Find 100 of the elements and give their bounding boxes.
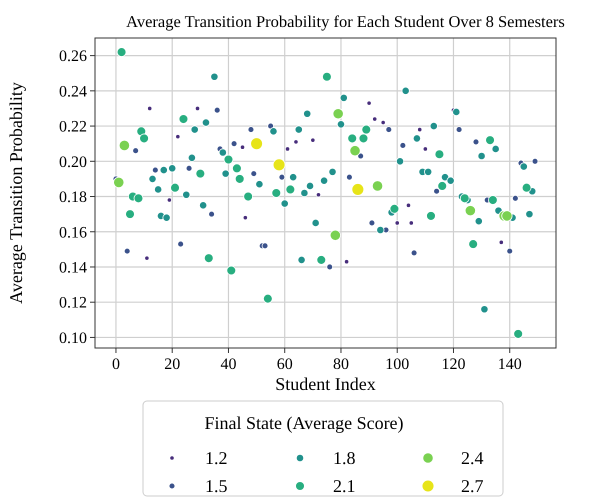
point <box>177 240 184 248</box>
point <box>513 329 524 339</box>
point <box>271 188 282 198</box>
point <box>452 108 460 116</box>
point <box>278 174 286 180</box>
point <box>289 173 298 182</box>
x-tick-label: 100 <box>385 356 410 373</box>
point <box>480 305 489 314</box>
point <box>410 250 418 256</box>
point <box>347 134 358 144</box>
point <box>139 134 149 144</box>
point <box>376 226 384 234</box>
point <box>255 180 264 188</box>
point <box>434 149 444 160</box>
point <box>326 264 334 270</box>
point <box>312 218 320 228</box>
point <box>116 47 126 57</box>
x-tick-label: 0 <box>112 356 120 373</box>
point <box>332 108 344 120</box>
point <box>294 125 303 134</box>
point <box>306 182 314 190</box>
point <box>202 118 210 127</box>
point <box>250 137 263 150</box>
point <box>199 201 208 210</box>
point <box>226 266 236 276</box>
point <box>430 122 438 130</box>
point <box>468 239 478 249</box>
point <box>208 210 215 218</box>
point <box>248 126 254 133</box>
point <box>285 184 296 194</box>
point <box>433 188 440 195</box>
x-axis-title: Student Index <box>275 374 376 394</box>
legend-title: Final State (Average Score) <box>204 413 404 433</box>
point <box>190 125 199 134</box>
point <box>113 176 124 188</box>
point <box>522 182 532 193</box>
point <box>512 194 519 202</box>
point <box>474 217 483 226</box>
point <box>118 140 130 152</box>
point <box>170 182 180 193</box>
point <box>478 152 486 160</box>
point <box>168 164 176 172</box>
point <box>154 185 162 194</box>
point <box>456 126 462 133</box>
point <box>330 230 341 241</box>
y-tick-label: 0.24 <box>59 83 87 100</box>
point <box>492 144 500 154</box>
point <box>162 214 171 222</box>
point <box>297 256 306 264</box>
point <box>195 168 206 178</box>
point <box>204 253 214 264</box>
point <box>182 190 190 199</box>
point <box>125 209 135 219</box>
point <box>280 199 289 208</box>
point <box>134 193 144 204</box>
point <box>368 220 376 226</box>
point <box>400 142 406 149</box>
point <box>234 174 245 184</box>
point <box>346 174 353 180</box>
point <box>316 255 326 265</box>
point <box>424 168 432 176</box>
y-tick-label: 0.10 <box>59 330 87 347</box>
x-tick-label: 60 <box>276 356 293 373</box>
point <box>488 195 498 205</box>
legend-label: 2.7 <box>461 476 484 496</box>
point <box>464 205 476 216</box>
point <box>340 94 348 102</box>
point <box>160 166 168 174</box>
point <box>222 170 230 178</box>
point <box>250 170 258 177</box>
point <box>372 180 384 192</box>
point <box>351 183 364 196</box>
y-tick-label: 0.14 <box>59 259 87 276</box>
point <box>328 168 337 176</box>
legend-label: 1.8 <box>333 448 356 468</box>
point <box>262 242 268 250</box>
point <box>472 138 480 146</box>
point <box>426 211 436 221</box>
point <box>520 162 528 171</box>
point <box>501 210 513 222</box>
point <box>124 248 131 254</box>
point <box>230 140 238 148</box>
point <box>132 147 139 154</box>
point <box>460 193 470 204</box>
point <box>336 120 346 128</box>
point <box>210 72 218 81</box>
point <box>178 114 188 124</box>
point <box>412 134 422 142</box>
x-tick-label: 80 <box>332 356 349 373</box>
point <box>262 294 273 304</box>
y-tick-label: 0.12 <box>59 294 87 312</box>
point <box>396 157 404 166</box>
point <box>224 154 234 164</box>
point <box>214 106 221 114</box>
point <box>243 192 253 202</box>
point <box>349 145 361 156</box>
point <box>320 176 328 185</box>
point <box>437 181 448 191</box>
point <box>269 127 278 136</box>
point <box>485 135 495 146</box>
